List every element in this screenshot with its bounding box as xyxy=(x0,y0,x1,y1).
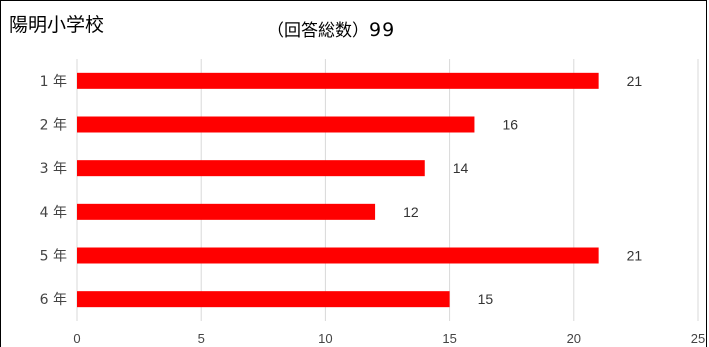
category-label: 1 年 xyxy=(40,74,67,90)
respondents-total: （回答総数）99 xyxy=(267,16,395,41)
category-label: 6 年 xyxy=(40,292,67,308)
value-label: 21 xyxy=(627,73,643,89)
category-label: 2 年 xyxy=(40,118,67,134)
category-label: 3 年 xyxy=(40,161,67,177)
bar-2年 xyxy=(77,116,475,133)
value-label: 14 xyxy=(453,160,469,176)
bar-3年 xyxy=(77,160,425,177)
bar-5年 xyxy=(77,247,599,264)
x-tick-label: 0 xyxy=(73,331,80,346)
x-tick-label: 20 xyxy=(567,331,581,346)
value-label: 15 xyxy=(478,291,494,307)
bar-6年 xyxy=(77,291,450,308)
respondents-label: （回答総数） xyxy=(267,21,369,41)
x-tick-label: 5 xyxy=(198,331,205,346)
x-tick-label: 25 xyxy=(691,331,705,346)
value-label: 21 xyxy=(627,248,643,264)
category-label: 5 年 xyxy=(40,249,67,265)
school-name: 陽明小学校 xyxy=(9,14,105,36)
category-label: 4 年 xyxy=(40,205,67,221)
value-label: 16 xyxy=(502,117,518,133)
respondents-count: 99 xyxy=(369,19,396,41)
value-label: 12 xyxy=(403,204,419,220)
bar-4年 xyxy=(77,203,376,220)
x-tick-label: 10 xyxy=(318,331,332,346)
x-tick-label: 15 xyxy=(442,331,456,346)
bar-1年 xyxy=(77,72,599,89)
